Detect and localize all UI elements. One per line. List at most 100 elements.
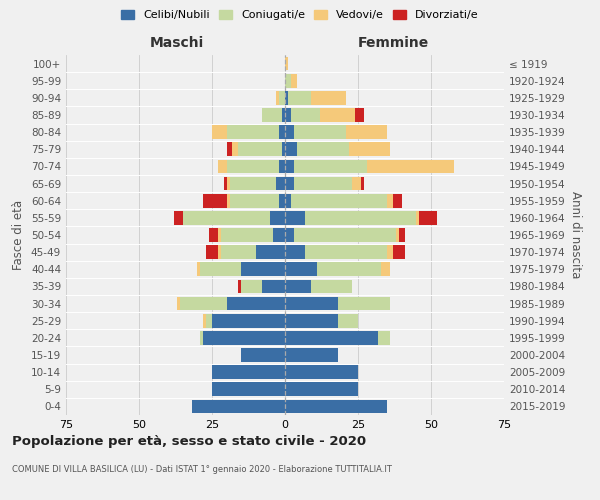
Bar [279, 91, 285, 104]
Bar [419, 211, 437, 224]
Bar [209, 228, 218, 242]
Bar [294, 176, 352, 190]
Bar [396, 228, 399, 242]
Bar [305, 211, 416, 224]
Bar [227, 176, 230, 190]
Bar [288, 91, 311, 104]
Bar [285, 400, 387, 413]
Bar [180, 296, 227, 310]
Bar [285, 348, 338, 362]
Bar [393, 194, 402, 207]
Bar [285, 280, 311, 293]
Bar [279, 126, 285, 139]
Bar [276, 176, 285, 190]
Bar [285, 331, 379, 344]
Bar [212, 126, 227, 139]
Bar [200, 262, 241, 276]
Bar [238, 142, 282, 156]
Bar [285, 228, 294, 242]
Text: Popolazione per età, sesso e stato civile - 2020: Popolazione per età, sesso e stato civil… [12, 435, 366, 448]
Bar [305, 246, 387, 259]
Bar [227, 194, 230, 207]
Bar [191, 400, 285, 413]
Bar [203, 194, 227, 207]
Bar [183, 211, 271, 224]
Bar [291, 74, 296, 88]
Bar [200, 331, 203, 344]
Legend: Celibi/Nubili, Coniugati/e, Vedovi/e, Divorziati/e: Celibi/Nubili, Coniugati/e, Vedovi/e, Di… [117, 6, 483, 25]
Bar [311, 91, 346, 104]
Bar [274, 228, 285, 242]
Bar [285, 211, 305, 224]
Bar [212, 366, 285, 379]
Bar [285, 366, 358, 379]
Bar [296, 142, 349, 156]
Bar [203, 314, 206, 328]
Bar [338, 314, 358, 328]
Bar [320, 108, 355, 122]
Bar [361, 176, 364, 190]
Bar [218, 160, 227, 173]
Bar [285, 91, 288, 104]
Bar [241, 280, 262, 293]
Bar [218, 246, 221, 259]
Bar [285, 314, 338, 328]
Bar [221, 228, 274, 242]
Bar [212, 382, 285, 396]
Bar [285, 382, 358, 396]
Bar [291, 194, 387, 207]
Bar [230, 176, 276, 190]
Bar [294, 160, 367, 173]
Bar [241, 348, 285, 362]
Bar [174, 211, 183, 224]
Bar [338, 296, 390, 310]
Bar [285, 56, 288, 70]
Bar [285, 108, 291, 122]
Text: COMUNE DI VILLA BASILICA (LU) - Dati ISTAT 1° gennaio 2020 - Elaborazione TUTTIT: COMUNE DI VILLA BASILICA (LU) - Dati IST… [12, 465, 392, 474]
Bar [355, 108, 364, 122]
Bar [262, 280, 285, 293]
Bar [285, 74, 291, 88]
Bar [206, 246, 218, 259]
Bar [349, 142, 390, 156]
Bar [256, 246, 285, 259]
Bar [206, 314, 212, 328]
Bar [285, 262, 317, 276]
Bar [227, 296, 285, 310]
Bar [279, 160, 285, 173]
Bar [285, 126, 294, 139]
Bar [399, 228, 405, 242]
Y-axis label: Fasce di età: Fasce di età [13, 200, 25, 270]
Bar [387, 246, 393, 259]
Y-axis label: Anni di nascita: Anni di nascita [569, 192, 582, 278]
Bar [203, 331, 285, 344]
Bar [227, 160, 279, 173]
Bar [382, 262, 390, 276]
Bar [285, 296, 338, 310]
Bar [212, 314, 285, 328]
Bar [230, 194, 279, 207]
Bar [311, 280, 352, 293]
Text: Maschi: Maschi [150, 36, 204, 50]
Bar [271, 211, 285, 224]
Bar [352, 176, 361, 190]
Bar [346, 126, 387, 139]
Bar [285, 246, 305, 259]
Bar [282, 142, 285, 156]
Bar [238, 280, 241, 293]
Bar [285, 176, 294, 190]
Bar [393, 246, 405, 259]
Bar [227, 126, 279, 139]
Bar [387, 194, 393, 207]
Bar [276, 91, 279, 104]
Bar [285, 160, 294, 173]
Bar [227, 142, 232, 156]
Bar [285, 194, 291, 207]
Bar [291, 108, 320, 122]
Bar [279, 194, 285, 207]
Bar [317, 262, 382, 276]
Bar [197, 262, 200, 276]
Bar [379, 331, 390, 344]
Bar [177, 296, 180, 310]
Bar [282, 108, 285, 122]
